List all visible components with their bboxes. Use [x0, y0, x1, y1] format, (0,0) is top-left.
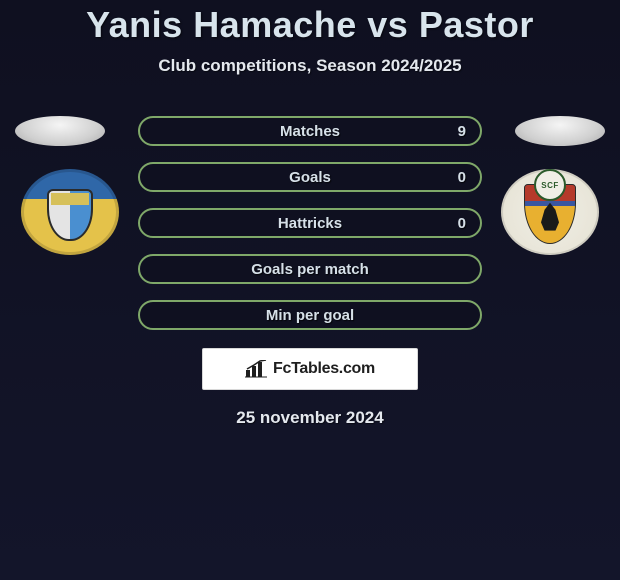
shield-icon — [524, 184, 576, 244]
club-crest-left — [21, 169, 119, 255]
stat-label: Hattricks — [278, 215, 342, 232]
stat-row: Matches 9 — [138, 116, 482, 146]
bar-chart-icon — [245, 360, 267, 378]
branding-text: FcTables.com — [273, 360, 375, 378]
stat-label: Matches — [280, 123, 340, 140]
page-root: Yanis Hamache vs Pastor Club competition… — [0, 0, 620, 580]
page-title: Yanis Hamache vs Pastor — [0, 4, 620, 46]
content-area: Matches 9 Goals 0 Hattricks 0 Goals per … — [0, 116, 620, 428]
stat-value: 9 — [458, 123, 466, 140]
stat-label: Min per goal — [266, 307, 354, 324]
shield-icon — [47, 189, 93, 241]
footer-date: 25 november 2024 — [0, 408, 620, 428]
stat-row: Hattricks 0 — [138, 208, 482, 238]
stat-row: Goals per match — [138, 254, 482, 284]
player-avatar-left — [15, 116, 105, 146]
player-avatar-right — [515, 116, 605, 146]
stat-label: Goals per match — [251, 261, 369, 278]
stat-label: Goals — [289, 169, 331, 186]
stat-row: Min per goal — [138, 300, 482, 330]
page-subtitle: Club competitions, Season 2024/2025 — [0, 56, 620, 76]
stat-value: 0 — [458, 169, 466, 186]
stat-value: 0 — [458, 215, 466, 232]
club-crest-right — [501, 169, 599, 255]
branding-box[interactable]: FcTables.com — [202, 348, 418, 390]
stat-bars: Matches 9 Goals 0 Hattricks 0 Goals per … — [138, 116, 482, 330]
stat-row: Goals 0 — [138, 162, 482, 192]
